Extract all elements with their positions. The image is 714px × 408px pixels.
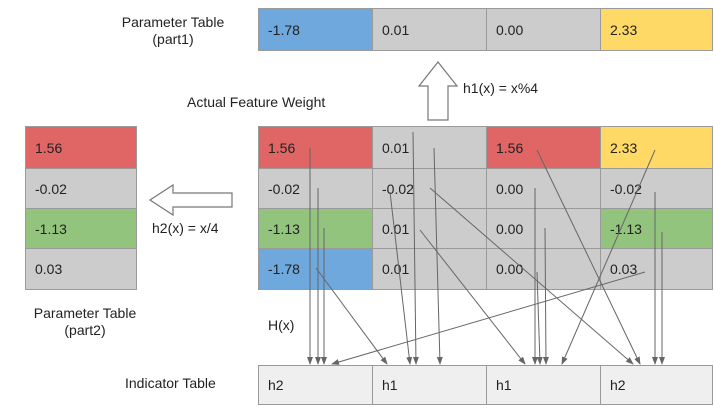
connector-line — [561, 149, 656, 365]
hx-label: H(x) — [268, 317, 295, 333]
table-cell: 1.56 — [25, 126, 137, 169]
table-cell: -1.78 — [258, 8, 373, 51]
actual-feature-weight-label: Actual Feature Weight — [187, 94, 326, 110]
table-cell: 1.56 — [258, 126, 373, 169]
parameter-table-part2-label-line1: Parameter Table — [33, 305, 137, 321]
h1-formula-label: h1(x) = x%4 — [463, 80, 539, 96]
table-cell: -1.78 — [258, 248, 373, 290]
h2-formula-label: h2(x) = x/4 — [152, 220, 219, 236]
connector-line — [389, 191, 413, 365]
parameter-table-part1-label: Parameter Table (part1) — [98, 14, 248, 48]
table-cell: h1 — [486, 365, 601, 405]
table-cell: -1.13 — [25, 208, 137, 249]
table-cell: h2 — [258, 365, 373, 405]
table-cell: 0.01 — [372, 248, 487, 290]
table-cell: -0.02 — [25, 168, 137, 209]
table-cell: 0.03 — [25, 248, 137, 290]
table-cell: 1.56 — [486, 126, 601, 169]
left-arrow-h2 — [148, 183, 233, 217]
connector-line — [536, 271, 543, 365]
indicator-table-label: Indicator Table — [125, 375, 216, 391]
connector-line — [542, 227, 549, 365]
table-cell: 2.33 — [600, 8, 713, 51]
table-cell: 0.00 — [486, 8, 601, 51]
connector-line — [429, 187, 634, 365]
table-cell: 0.01 — [372, 8, 487, 51]
table-cell: 0.00 — [486, 248, 601, 290]
parameter-table-part2-label-line2: (part2) — [64, 322, 106, 338]
parameter-table-part1-label-line1: Parameter Table — [121, 14, 225, 30]
parameter-table-part2-label: Parameter Table (part2) — [10, 305, 160, 339]
table-cell: -1.13 — [258, 208, 373, 249]
connector-line — [412, 131, 419, 365]
connector-line — [315, 267, 388, 365]
parameter-table-part1-label-line2: (part1) — [152, 31, 194, 47]
table-cell: 0.03 — [600, 248, 713, 290]
table-cell: -0.02 — [600, 168, 713, 209]
table-cell: -0.02 — [258, 168, 373, 209]
connector-line — [433, 147, 443, 365]
hash-connector-lines — [307, 131, 665, 365]
connector-line — [536, 149, 641, 365]
table-cell: h2 — [600, 365, 713, 405]
table-cell: -1.13 — [600, 208, 713, 249]
connector-line — [419, 229, 526, 365]
up-arrow-h1 — [417, 61, 459, 121]
table-cell: h1 — [372, 365, 487, 405]
